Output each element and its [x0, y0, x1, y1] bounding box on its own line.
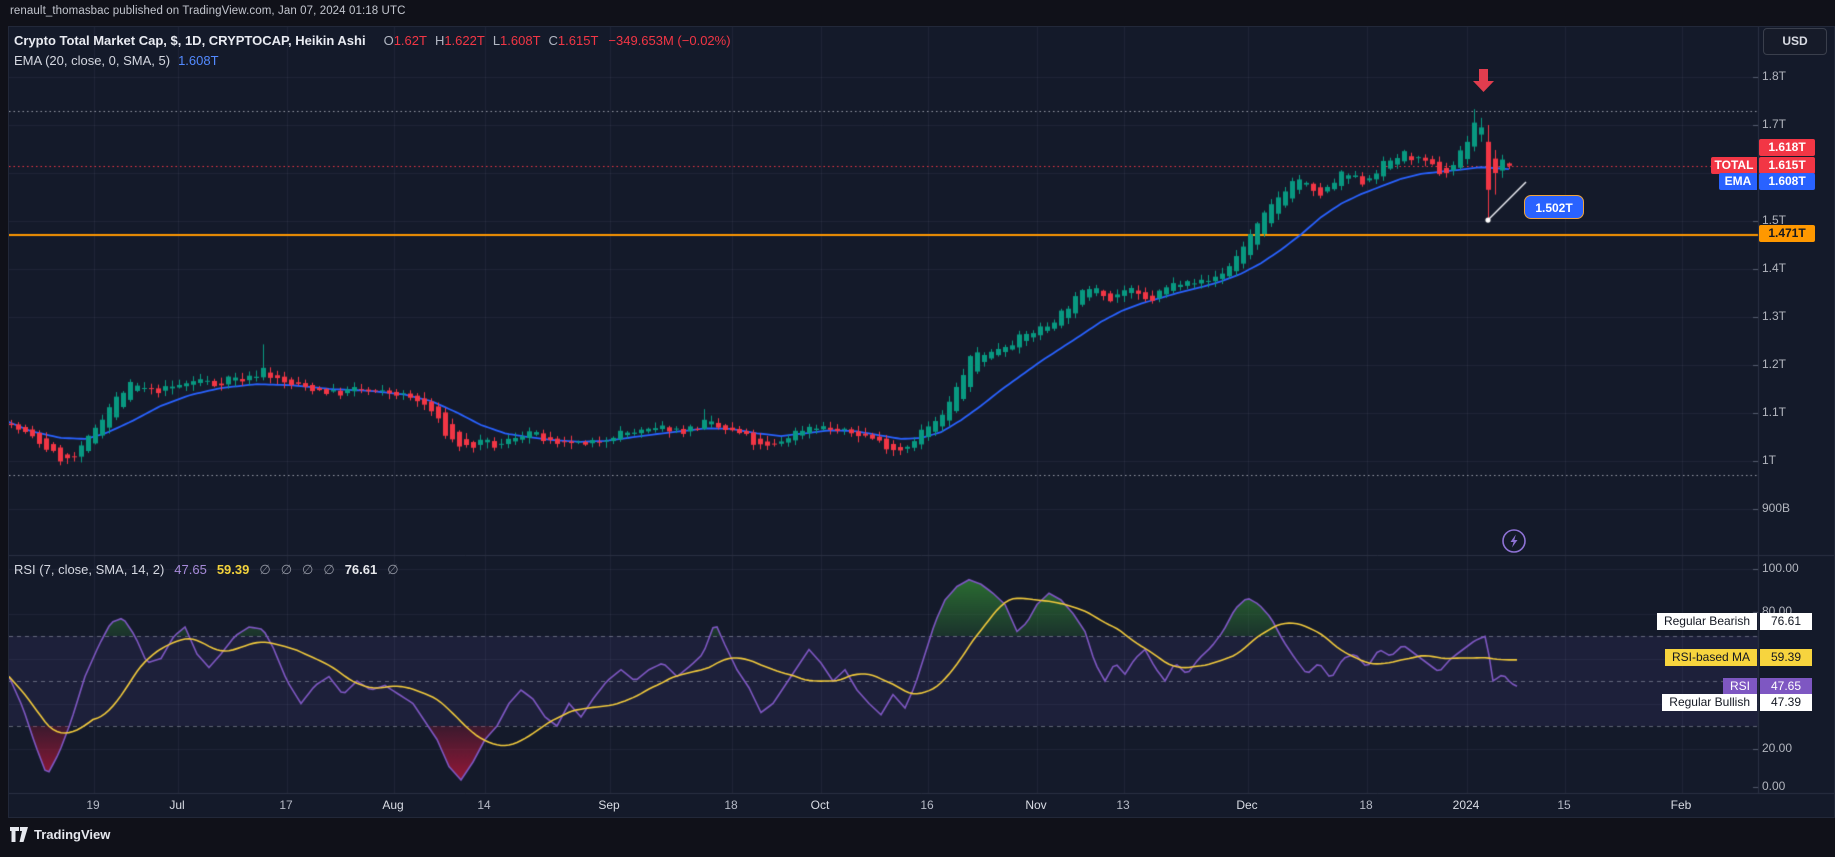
rsi-legend-value: ∅: [387, 562, 399, 577]
price-axis-tick: 1.4T: [1762, 261, 1787, 275]
rsi-axis-tick: 100.00: [1762, 561, 1799, 575]
arrow-down-marker[interactable]: [1473, 69, 1494, 97]
time-axis-tick[interactable]: Sep: [598, 798, 620, 812]
time-axis-tick[interactable]: 17: [279, 798, 293, 812]
rsi-legend-value: ∅: [259, 562, 271, 577]
ema-symbol-badge: EMA: [1719, 173, 1757, 190]
price-axis-tick: 900B: [1762, 501, 1791, 515]
ohlc-key: H: [434, 33, 445, 48]
rsi-legend-value: 47.65: [174, 562, 207, 577]
ohlc-value: 1.608T: [500, 33, 541, 48]
rsi-axis-tick: 0.00: [1762, 779, 1786, 793]
ohlc-key: L: [492, 33, 501, 48]
time-axis-tick[interactable]: Oct: [810, 798, 830, 812]
ema-legend[interactable]: EMA (20, close, 0, SMA, 5) 1.608T: [14, 53, 219, 68]
rsi-overlay-label-rsi-based-ma: RSI-based MA: [1664, 649, 1757, 666]
symbol-title: Crypto Total Market Cap, $, 1D, CRYPTOCA…: [14, 33, 366, 48]
price-axis-tick: 1.3T: [1762, 309, 1787, 323]
price-axis-tick: 1.1T: [1762, 405, 1787, 419]
time-axis-tick[interactable]: Jul: [169, 798, 185, 812]
price-axis-tick: 1.7T: [1762, 117, 1787, 131]
lightning-icon[interactable]: [1501, 528, 1527, 559]
ohlc-value: 1.622T: [444, 33, 485, 48]
price-axis-tick: 1T: [1762, 453, 1777, 467]
tradingview-logo[interactable]: TradingView: [10, 827, 110, 842]
time-axis-tick[interactable]: 2024: [1452, 798, 1480, 812]
total-symbol-badge: TOTAL: [1711, 157, 1757, 174]
rsi-legend-label: RSI (7, close, SMA, 14, 2): [14, 562, 165, 577]
time-axis-tick[interactable]: 19: [86, 798, 100, 812]
ema-legend-value: 1.608T: [178, 53, 219, 68]
time-axis-tick[interactable]: 18: [1359, 798, 1373, 812]
price-chart-canvas[interactable]: [9, 27, 1834, 817]
time-axis-tick[interactable]: 16: [920, 798, 934, 812]
attribution-bar: renault_thomasbac published on TradingVi…: [10, 5, 406, 17]
total-price-badge: 1.615T: [1759, 157, 1815, 174]
rsi-overlay-value: 47.39: [1760, 694, 1812, 711]
rsi-legend[interactable]: RSI (7, close, SMA, 14, 2) 47.65 59.39 ∅ ∅ ∅ ∅…: [14, 562, 399, 578]
last-high-badge: 1.618T: [1759, 139, 1815, 156]
ohlc-key: C: [548, 33, 558, 48]
rsi-overlay-value: 59.39: [1760, 649, 1812, 666]
price-axis-tick: 1.2T: [1762, 357, 1787, 371]
rsi-overlay-value: 76.61: [1760, 613, 1812, 630]
price-callout[interactable]: 1.502T: [1524, 195, 1584, 219]
rsi-legend-value: 76.61: [344, 562, 378, 577]
time-axis-tick[interactable]: 14: [477, 798, 491, 812]
rsi-legend-value: ∅: [323, 562, 335, 577]
tradingview-logo-text: TradingView: [34, 827, 111, 842]
time-axis-tick[interactable]: Dec: [1236, 798, 1258, 812]
rsi-legend-value: ∅: [302, 562, 314, 577]
ema-legend-label: EMA (20, close, 0, SMA, 5): [14, 53, 171, 68]
time-axis-tick[interactable]: Feb: [1670, 798, 1692, 812]
price-axis-tick: 1.5T: [1762, 213, 1787, 227]
time-axis-tick[interactable]: Nov: [1025, 798, 1047, 812]
price-axis-tick: 1.8T: [1762, 69, 1787, 83]
time-axis-tick[interactable]: 15: [1557, 798, 1571, 812]
rsi-overlay-label-regular-bullish: Regular Bullish: [1662, 694, 1757, 711]
ohlc-key: O: [383, 33, 394, 48]
ema-price-badge: 1.608T: [1759, 173, 1815, 190]
ohlc-value: 1.615T: [557, 33, 599, 48]
time-axis-tick[interactable]: 18: [724, 798, 738, 812]
change-value: −349.653M (−0.02%): [608, 33, 731, 48]
ohlc-value: 1.62T: [393, 33, 427, 48]
tradingview-logo-icon: [10, 827, 28, 842]
rsi-axis-tick: 20.00: [1762, 741, 1793, 755]
symbol-legend[interactable]: Crypto Total Market Cap, $, 1D, CRYPTOCA…: [14, 33, 731, 48]
rsi-overlay-label-rsi: RSI: [1722, 678, 1757, 695]
currency-button[interactable]: USD: [1763, 28, 1827, 55]
time-axis-tick[interactable]: Aug: [382, 798, 404, 812]
rsi-legend-value: ∅: [280, 562, 293, 577]
rsi-overlay-value: 47.65: [1760, 678, 1812, 695]
rsi-legend-values: 47.65 59.39 ∅ ∅ ∅ ∅ 76.61 ∅: [164, 562, 398, 577]
rsi-overlay-label-regular-bearish: Regular Bearish: [1656, 613, 1757, 630]
time-axis-tick[interactable]: 13: [1116, 798, 1130, 812]
level-price-badge: 1.471T: [1759, 225, 1815, 242]
chart-frame: [8, 26, 1835, 818]
ohlc-values: O1.62T H1.622T L1.608T C1.615T: [376, 33, 599, 48]
rsi-legend-value: 59.39: [216, 562, 250, 577]
